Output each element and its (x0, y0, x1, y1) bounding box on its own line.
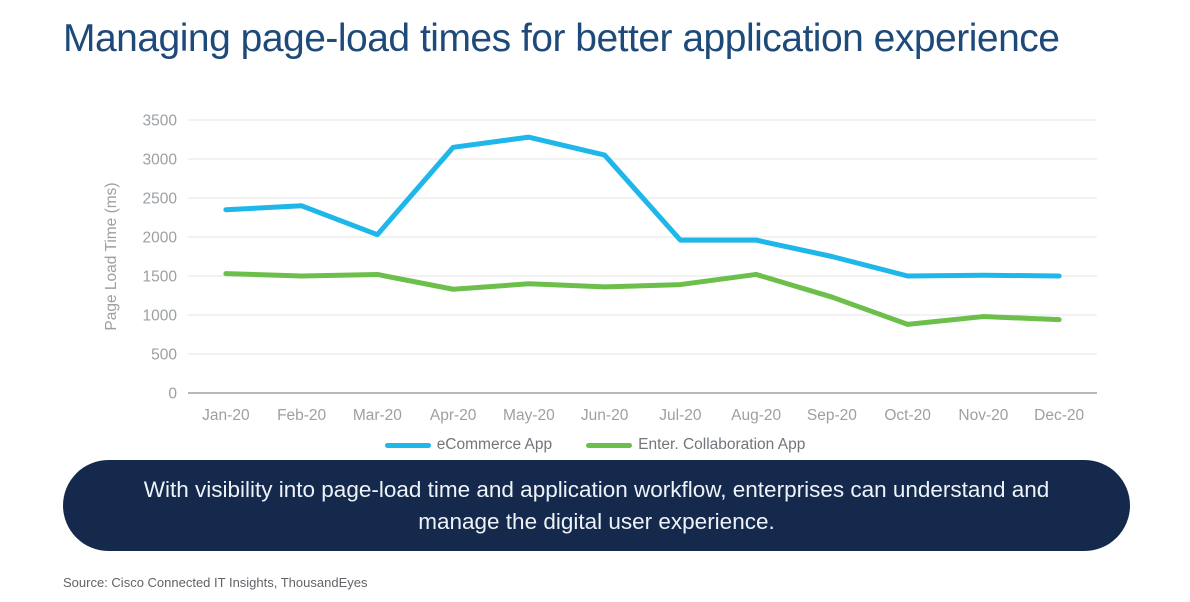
x-tick-label: Nov-20 (958, 407, 1008, 424)
y-tick-label: 3500 (143, 113, 178, 130)
x-tick-label: Dec-20 (1034, 407, 1084, 424)
y-tick-label: 0 (168, 386, 177, 403)
x-tick-label: Jan-20 (202, 407, 250, 424)
source-note: Source: Cisco Connected IT Insights, Tho… (63, 575, 368, 590)
key-insight-banner: With visibility into page-load time and … (63, 460, 1130, 551)
chart-svg: 0 500 1000 1500 2000 2500 3000 3500 Page Load Ti… (103, 113, 1097, 424)
banner-text: With visibility into page-load time and … (143, 477, 1050, 534)
x-tick-label: Oct-20 (884, 407, 931, 424)
y-tick-label: 2000 (143, 230, 178, 247)
x-tick-label: Sep-20 (807, 407, 857, 424)
legend-swatch-icon (384, 442, 431, 448)
y-tick-label: 3000 (143, 152, 178, 169)
page-load-line-chart: 0 500 1000 1500 2000 2500 3000 3500 Page Load Ti… (0, 112, 1190, 434)
legend-label: eCommerce App (436, 436, 553, 453)
y-tick-label: 2500 (143, 191, 178, 208)
legend-swatch-icon (586, 442, 633, 448)
y-tick-label: 500 (151, 347, 177, 364)
legend-item-enter-collaboration-app: Enter. Collaboration App (586, 436, 805, 454)
y-tick-label: 1500 (143, 269, 178, 286)
x-tick-label: Mar-20 (353, 407, 402, 424)
x-tick-label: Jul-20 (659, 407, 702, 424)
page-title: Managing page-load times for better appl… (63, 17, 1060, 60)
y-axis-title: Page Load Time (ms) (103, 182, 120, 330)
x-tick-label: Feb-20 (277, 407, 326, 424)
y-tick-label: 1000 (143, 308, 178, 325)
x-tick-label: Aug-20 (731, 407, 781, 424)
chart-legend: eCommerce App Enter. Collaboration App (0, 436, 1190, 454)
series-line-ecommerce-app (223, 134, 1062, 279)
legend-item-ecommerce-app: eCommerce App (384, 436, 553, 454)
series-line-enter-collaboration-app (223, 271, 1062, 327)
legend-label: Enter. Collaboration App (638, 436, 806, 453)
x-tick-label: Jun-20 (581, 407, 629, 424)
x-tick-label: Apr-20 (430, 407, 477, 424)
x-tick-label: May-20 (503, 407, 555, 424)
